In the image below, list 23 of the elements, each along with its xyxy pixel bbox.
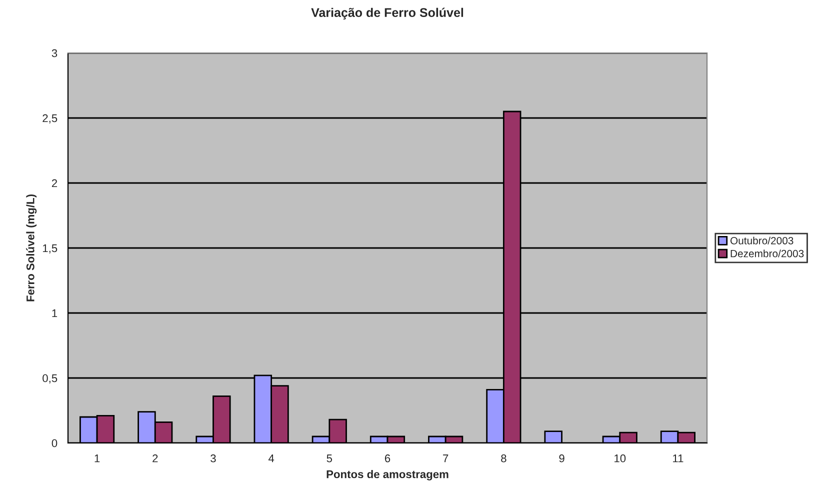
x-tick-label: 7 xyxy=(443,454,448,462)
y-tick-label: 2 xyxy=(52,179,58,188)
x-tick-label: 5 xyxy=(326,454,332,462)
x-tick-label: 2 xyxy=(152,454,158,462)
x-tick-label: 6 xyxy=(384,454,390,462)
chart-title: Variação de Ferro Solúvel xyxy=(311,8,464,20)
y-axis-title: Ferro Solúvel (mg/L) xyxy=(26,194,37,302)
x-tick-label: 10 xyxy=(614,454,626,462)
y-tick-label: 3 xyxy=(52,49,58,58)
x-tick-label: 4 xyxy=(268,454,274,462)
y-tick-label: 1 xyxy=(52,309,58,318)
y-tick-label: 0,5 xyxy=(42,374,58,384)
y-tick-label: 2,5 xyxy=(42,114,58,124)
legend-label: Dezembro/2003 xyxy=(730,250,804,258)
x-tick-label: 8 xyxy=(501,454,506,462)
x-tick-label: 1 xyxy=(94,454,100,462)
x-axis-title: Pontos de amostragem xyxy=(326,470,448,480)
y-tick-label: 0 xyxy=(52,439,58,448)
x-tick-label: 11 xyxy=(673,454,684,462)
x-tick-label: 9 xyxy=(559,454,564,462)
y-tick-label: 1,5 xyxy=(42,244,58,254)
legend-label: Outubro/2003 xyxy=(730,236,794,244)
x-tick-label: 3 xyxy=(210,454,216,462)
